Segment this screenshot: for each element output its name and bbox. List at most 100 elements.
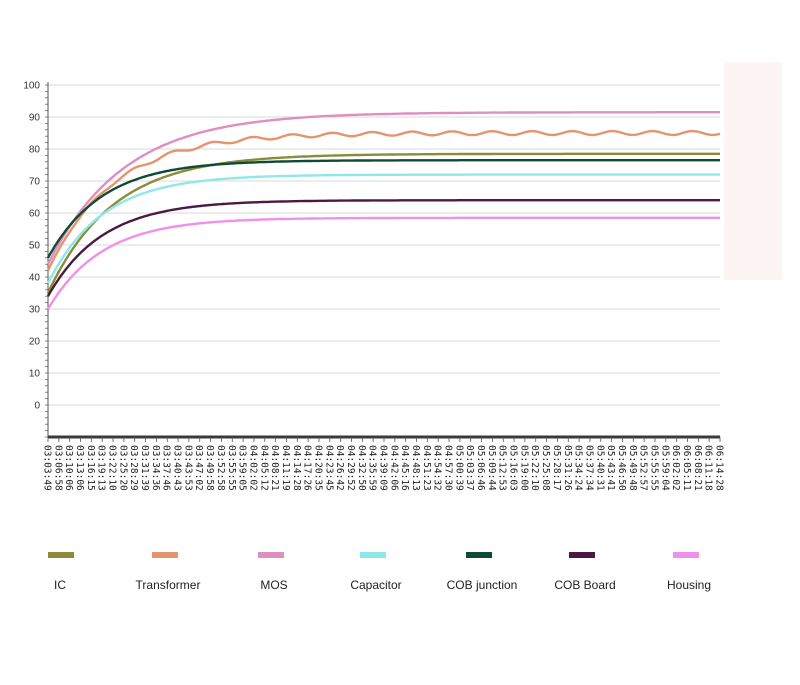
x-tick-label: 05:59:04 bbox=[659, 445, 670, 491]
series-line-5 bbox=[46, 198, 720, 297]
y-tick-label: 100 bbox=[23, 81, 40, 92]
y-tick-label: 30 bbox=[29, 305, 41, 316]
x-tick-label: 03:22:10 bbox=[107, 445, 118, 491]
x-tick-label: 03:37:46 bbox=[161, 445, 172, 491]
x-tick-label: 05:19:00 bbox=[518, 445, 529, 491]
series-line-1 bbox=[46, 129, 721, 272]
legend-swatch bbox=[360, 552, 386, 558]
series-lines bbox=[46, 110, 721, 310]
y-tick-label: 10 bbox=[29, 369, 41, 380]
x-tick-label: 04:51:23 bbox=[421, 445, 432, 491]
legend-label: IC bbox=[54, 578, 66, 592]
x-tick-label: 03:25:20 bbox=[117, 445, 128, 491]
x-tick-label: 06:02:02 bbox=[670, 445, 681, 491]
y-tick-label: 70 bbox=[29, 177, 41, 188]
series-line-4 bbox=[46, 158, 720, 259]
legend: IC Transformer MOS Capacitor COB junction COB… bbox=[48, 552, 711, 592]
x-tick-label: 04:57:30 bbox=[443, 445, 454, 491]
legend-swatch bbox=[673, 552, 699, 558]
x-tick-label: 05:28:17 bbox=[551, 445, 562, 491]
x-tick-label: 06:11:18 bbox=[703, 445, 714, 491]
series-line-0 bbox=[46, 152, 720, 294]
x-tick-label: 03:10:06 bbox=[63, 445, 74, 491]
x-tick-label: 03:28:29 bbox=[128, 445, 139, 491]
legend-label: Transformer bbox=[136, 578, 201, 592]
y-axis: 0 10 20 30 40 50 60 70 80 90 100 bbox=[23, 81, 49, 438]
x-tick-label: 05:06:46 bbox=[475, 445, 486, 491]
x-tick-label: 04:54:32 bbox=[432, 445, 443, 491]
x-tick-label: 05:46:50 bbox=[616, 445, 627, 491]
x-axis: 03:03:49 03:06:58 03:10:06 03:13:06 03:16:15… bbox=[42, 435, 725, 491]
x-tick-label: 04:23:45 bbox=[323, 445, 334, 491]
x-tick-label: 06:08:21 bbox=[692, 445, 703, 491]
x-tick-label: 04:39:09 bbox=[378, 445, 389, 491]
x-tick-label: 05:49:48 bbox=[627, 445, 638, 491]
y-tick-label: 0 bbox=[34, 401, 40, 412]
x-tick-label: 03:19:13 bbox=[96, 445, 107, 491]
legend-swatch bbox=[48, 552, 74, 558]
x-tick-label: 03:13:06 bbox=[74, 445, 85, 491]
x-tick-label: 03:40:43 bbox=[172, 445, 183, 491]
legend-label: Capacitor bbox=[350, 578, 401, 592]
x-tick-label: 04:26:42 bbox=[334, 445, 345, 491]
x-tick-label: 04:32:50 bbox=[356, 445, 367, 491]
x-tick-label: 03:47:02 bbox=[193, 445, 204, 491]
x-tick-label: 03:16:15 bbox=[85, 445, 96, 491]
x-tick-label: 03:34:36 bbox=[150, 445, 161, 491]
x-tick-label: 03:31:39 bbox=[139, 445, 150, 491]
series-line-2 bbox=[46, 110, 720, 265]
x-tick-label: 05:31:26 bbox=[562, 445, 573, 491]
x-tick-label: 05:43:41 bbox=[605, 445, 616, 491]
legend-label: COB junction bbox=[447, 578, 518, 592]
x-tick-label: 03:43:53 bbox=[182, 445, 193, 491]
series-line-6 bbox=[46, 216, 720, 310]
x-tick-label: 04:45:16 bbox=[399, 445, 410, 491]
x-tick-label: 05:03:37 bbox=[464, 445, 475, 491]
y-tick-label: 80 bbox=[29, 145, 41, 156]
x-tick-label: 05:25:08 bbox=[540, 445, 551, 491]
x-tick-label: 04:29:52 bbox=[345, 445, 356, 491]
x-tick-label: 05:22:10 bbox=[529, 445, 540, 491]
x-tick-label: 06:05:11 bbox=[681, 445, 692, 491]
x-tick-label: 03:55:55 bbox=[226, 445, 237, 491]
x-tick-label: 04:48:13 bbox=[410, 445, 421, 491]
legend-swatch bbox=[258, 552, 284, 558]
x-tick-label: 06:14:28 bbox=[714, 445, 725, 491]
x-tick-label: 05:09:44 bbox=[486, 445, 497, 491]
x-tick-label: 03:03:49 bbox=[42, 445, 53, 491]
y-tick-label: 90 bbox=[29, 113, 41, 124]
x-tick-label: 04:35:59 bbox=[367, 445, 378, 491]
series-line-3 bbox=[46, 173, 720, 284]
x-tick-label: 04:08:21 bbox=[269, 445, 280, 491]
x-tick-label: 03:52:58 bbox=[215, 445, 226, 491]
y-tick-label: 40 bbox=[29, 273, 41, 284]
x-tick-label: 04:02:02 bbox=[247, 445, 258, 491]
x-tick-label: 03:06:58 bbox=[52, 445, 63, 491]
x-tick-label: 05:34:24 bbox=[573, 445, 584, 491]
x-tick-label: 04:11:19 bbox=[280, 445, 291, 491]
x-tick-label: 04:20:35 bbox=[312, 445, 323, 491]
legend-swatch bbox=[466, 552, 492, 558]
x-tick-label: 05:12:53 bbox=[497, 445, 508, 491]
right-panel-background bbox=[724, 62, 782, 280]
legend-label: Housing bbox=[667, 578, 711, 592]
x-tick-label: 04:14:28 bbox=[291, 445, 302, 491]
x-tick-label: 05:00:39 bbox=[453, 445, 464, 491]
x-tick-label: 03:49:58 bbox=[204, 445, 215, 491]
x-tick-label: 04:42:06 bbox=[388, 445, 399, 491]
y-tick-label: 50 bbox=[29, 241, 41, 252]
x-tick-label: 05:55:55 bbox=[648, 445, 659, 491]
y-tick-label: 20 bbox=[29, 337, 41, 348]
x-tick-label: 05:40:31 bbox=[594, 445, 605, 491]
legend-swatch bbox=[569, 552, 595, 558]
y-tick-label: 60 bbox=[29, 209, 41, 220]
x-tick-label: 04:17:26 bbox=[302, 445, 313, 491]
x-tick-label: 05:16:03 bbox=[508, 445, 519, 491]
x-tick-label: 05:52:57 bbox=[638, 445, 649, 491]
x-tick-label: 05:37:34 bbox=[583, 445, 594, 491]
legend-swatch bbox=[152, 552, 178, 558]
x-tick-label: 04:05:12 bbox=[258, 445, 269, 491]
x-tick-label: 03:59:05 bbox=[237, 445, 248, 491]
legend-label: COB Board bbox=[554, 578, 615, 592]
